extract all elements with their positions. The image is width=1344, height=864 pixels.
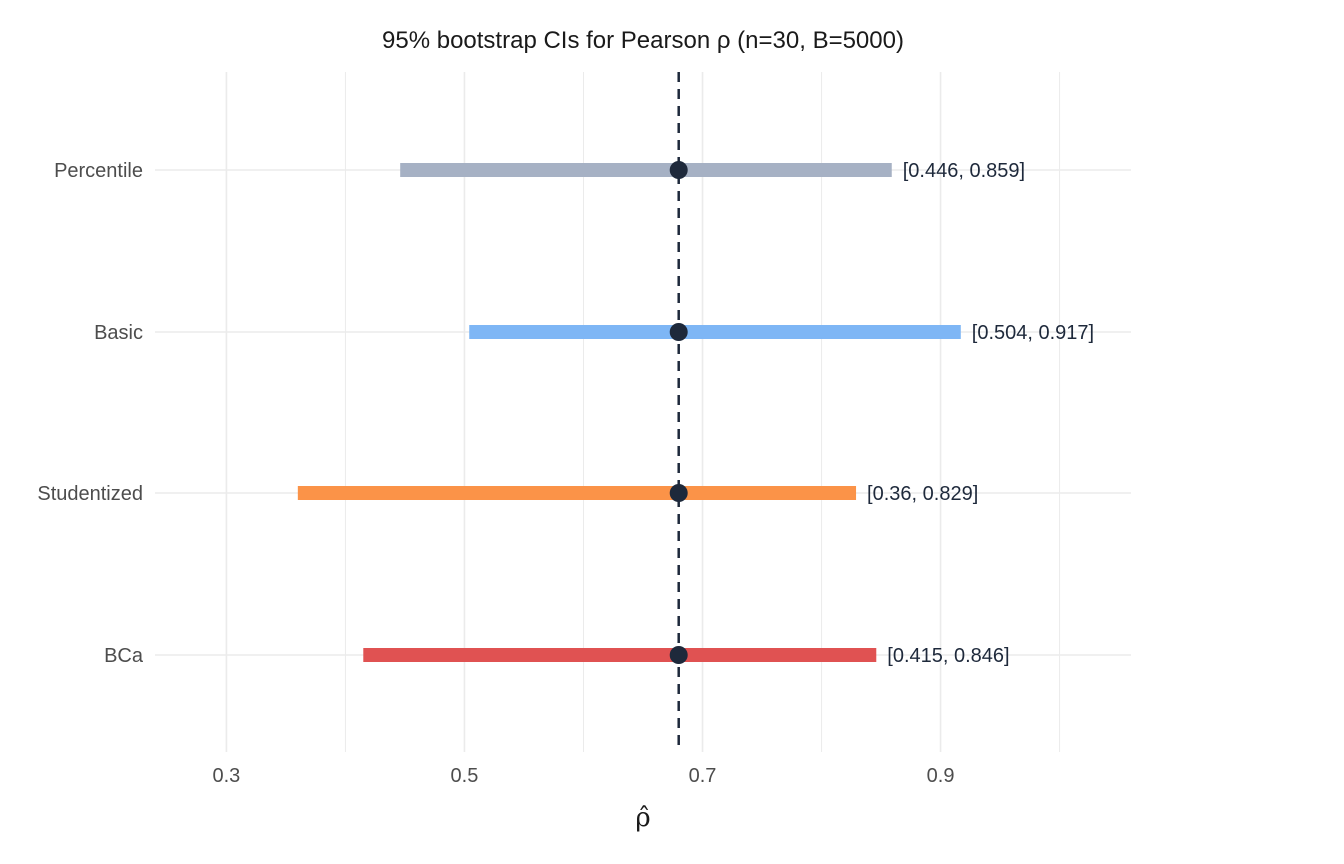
ci-label: [0.446, 0.859] — [903, 160, 1025, 182]
category-label: Studentized — [37, 483, 143, 505]
ci-bars — [297, 163, 961, 662]
estimate-points — [669, 161, 688, 664]
ci-label: [0.504, 0.917] — [972, 322, 1094, 344]
estimate-point — [669, 646, 688, 664]
chart-title: 95% bootstrap CIs for Pearson ρ (n=30, B… — [382, 27, 904, 54]
estimate-point — [669, 323, 688, 341]
x-tick-label: 0.7 — [689, 765, 717, 787]
y-axis-labels: Percentile Basic Studentized BCa — [37, 160, 144, 667]
x-tick-label: 0.3 — [213, 765, 241, 787]
x-tick-label: 0.9 — [927, 765, 955, 787]
category-label: Percentile — [54, 160, 143, 182]
category-label: Basic — [94, 322, 143, 344]
category-label: BCa — [104, 645, 144, 667]
ci-labels: [0.446, 0.859] [0.504, 0.917] [0.36, 0.829… — [867, 160, 1094, 667]
ci-label: [0.36, 0.829] — [867, 483, 978, 505]
estimate-point — [669, 161, 688, 179]
x-axis-title: ρ̂ — [635, 803, 650, 833]
ci-label: [0.415, 0.846] — [887, 645, 1009, 667]
estimate-point — [669, 484, 688, 502]
x-tick-label: 0.5 — [451, 765, 479, 787]
x-axis-labels: 0.3 0.5 0.7 0.9 — [213, 765, 955, 787]
